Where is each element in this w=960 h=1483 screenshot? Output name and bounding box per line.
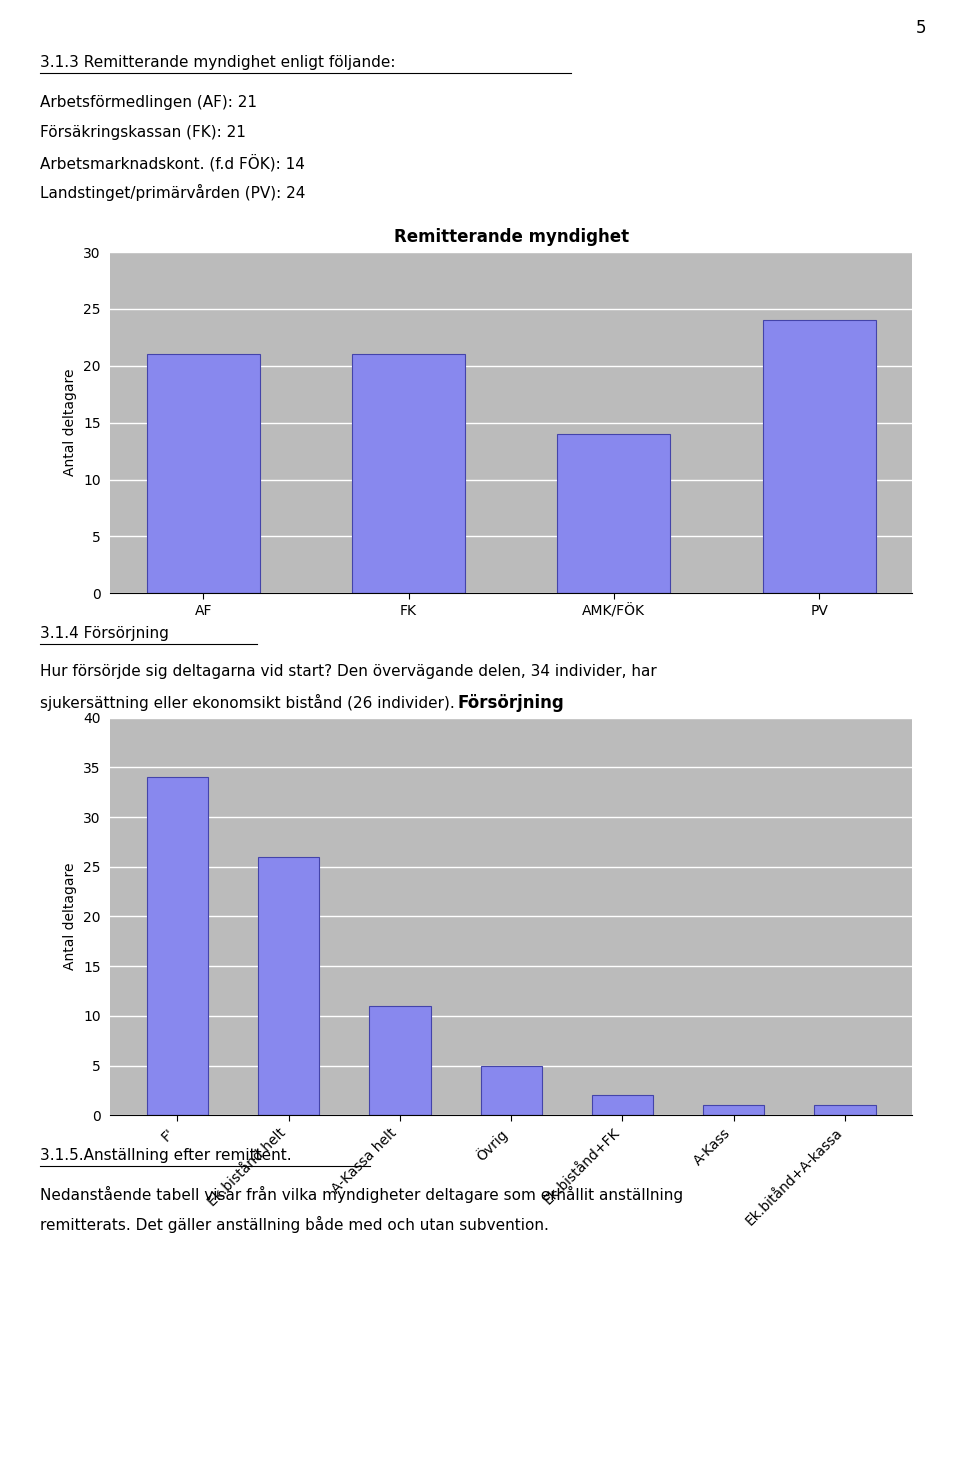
Text: sjukersättning eller ekonomsikt bistånd (26 individer).: sjukersättning eller ekonomsikt bistånd … bbox=[40, 694, 455, 710]
Text: Landstinget/primärvården (PV): 24: Landstinget/primärvården (PV): 24 bbox=[40, 184, 305, 200]
Y-axis label: Antal deltagare: Antal deltagare bbox=[63, 369, 78, 476]
Bar bbox=[814, 1105, 876, 1115]
Bar bbox=[147, 354, 260, 593]
Text: remitterats. Det gäller anställning både med och utan subvention.: remitterats. Det gäller anställning både… bbox=[40, 1216, 549, 1232]
Text: Arbetsmarknadskont. (f.d FÖK): 14: Arbetsmarknadskont. (f.d FÖK): 14 bbox=[40, 154, 305, 172]
Text: 3.1.3 Remitterande myndighet enligt följande:: 3.1.3 Remitterande myndighet enligt följ… bbox=[40, 55, 396, 70]
Bar bbox=[258, 857, 320, 1115]
Bar bbox=[703, 1105, 764, 1115]
Bar bbox=[147, 777, 208, 1115]
Text: 5: 5 bbox=[916, 18, 926, 37]
Y-axis label: Antal deltagare: Antal deltagare bbox=[63, 863, 78, 970]
Bar bbox=[370, 1005, 430, 1115]
Bar bbox=[352, 354, 465, 593]
Bar bbox=[481, 1065, 541, 1115]
Bar bbox=[558, 435, 670, 593]
Title: Försörjning: Försörjning bbox=[458, 694, 564, 712]
Title: Remitterande myndighet: Remitterande myndighet bbox=[394, 228, 629, 246]
Bar bbox=[762, 320, 876, 593]
Text: Hur försörjde sig deltagarna vid start? Den övervägande delen, 34 individer, har: Hur försörjde sig deltagarna vid start? … bbox=[40, 664, 657, 679]
Bar bbox=[592, 1096, 653, 1115]
Text: Försäkringskassan (FK): 21: Försäkringskassan (FK): 21 bbox=[40, 125, 246, 139]
Text: 3.1.5.Anställning efter remittent.: 3.1.5.Anställning efter remittent. bbox=[40, 1148, 292, 1163]
Text: Arbetsförmedlingen (AF): 21: Arbetsförmedlingen (AF): 21 bbox=[40, 95, 257, 110]
Text: 3.1.4 Försörjning: 3.1.4 Försörjning bbox=[40, 626, 169, 641]
Text: Nedanstående tabell visar från vilka myndigheter deltagare som erhållit anställn: Nedanstående tabell visar från vilka myn… bbox=[40, 1186, 684, 1203]
